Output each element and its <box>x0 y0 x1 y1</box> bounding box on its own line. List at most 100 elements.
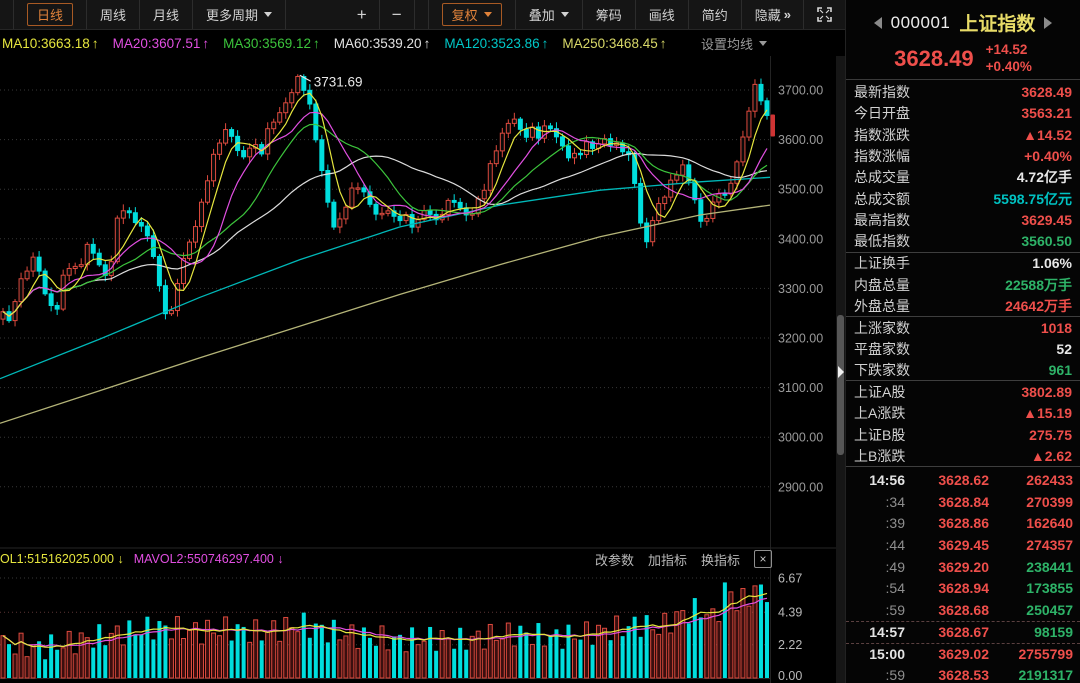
chart-control-button[interactable]: 画线 <box>636 0 689 29</box>
tick-price: 3628.62 <box>938 471 989 488</box>
svg-text:3600.00: 3600.00 <box>778 133 823 147</box>
stat-label: 上A涨跌 <box>854 405 906 422</box>
tick-row: :59 3628.68 250457 <box>846 599 1080 621</box>
tick-volume: 162640 <box>1026 515 1073 532</box>
stat-label: 总成交量 <box>854 169 910 186</box>
change-value: +14.52 <box>985 42 1028 57</box>
tick-price: 3629.02 <box>938 645 989 662</box>
next-symbol-icon[interactable] <box>1044 16 1053 29</box>
tick-time: 14:57 <box>869 624 905 641</box>
close-indicator-button[interactable]: × <box>754 550 772 568</box>
stat-value: ▲15.19 <box>1023 405 1072 422</box>
quote-stat-row: 最新指数 3628.49 <box>846 81 1080 102</box>
quote-stat-row: 最高指数 3629.45 <box>846 210 1080 231</box>
tick-volume: 274357 <box>1026 536 1073 553</box>
quote-stat-row: 上A涨跌 ▲15.19 <box>846 403 1080 424</box>
tick-price: 3629.20 <box>938 558 989 575</box>
prev-symbol-icon[interactable] <box>873 16 882 29</box>
ma-value: MA60:3539.20 ↑ <box>333 35 431 51</box>
ma-value: MA120:3523.86 ↑ <box>444 35 549 51</box>
stat-label: 内盘总量 <box>854 276 910 293</box>
symbol-code: 000001 <box>890 12 951 32</box>
ma-value: MA250:3468.45 ↑ <box>562 35 667 51</box>
tick-row: :54 3628.94 173855 <box>846 577 1080 599</box>
svg-text:3700.00: 3700.00 <box>778 84 823 98</box>
fullscreen-button[interactable] <box>804 0 845 29</box>
period-tab[interactable]: 更多周期 <box>193 0 287 29</box>
stat-label: 上证B股 <box>854 426 906 443</box>
tick-row: 15:00 3629.02 2755799 <box>846 642 1080 665</box>
stat-label: 最高指数 <box>854 212 910 229</box>
quote-stat-row: 外盘总量 24642万手 <box>846 295 1080 317</box>
svg-text:3500.00: 3500.00 <box>778 183 823 197</box>
stat-value: 1018 <box>1040 319 1072 336</box>
svg-text:2.22: 2.22 <box>778 638 802 652</box>
tick-list[interactable]: 14:56 3628.62 262433 :34 3628.84 270399 … <box>846 469 1080 683</box>
stat-value: 3802.89 <box>1021 383 1072 400</box>
quote-stats: 最新指数 3628.49 今日开盘 3563.21 指数涨跌 ▲14.52 指数… <box>846 81 1080 467</box>
chart-control-button[interactable]: 复权 <box>427 0 516 29</box>
stat-value: 3628.49 <box>1021 83 1072 100</box>
svg-text:3200.00: 3200.00 <box>778 332 823 346</box>
period-tab[interactable]: 日线 <box>13 0 88 29</box>
stat-value: 4.72亿手 <box>1016 169 1072 186</box>
tick-price: 3628.94 <box>938 580 989 597</box>
collapse-arrow-icon[interactable] <box>838 366 844 378</box>
period-tab[interactable]: 月线 <box>140 0 194 29</box>
quote-stat-row: 上证A股 3802.89 <box>846 381 1080 402</box>
tick-row: 14:56 3628.62 262433 <box>846 469 1080 491</box>
stat-value: 3560.50 <box>1021 233 1072 250</box>
tick-time: 14:56 <box>869 471 905 488</box>
stat-label: 今日开盘 <box>854 105 910 122</box>
tick-time: :54 <box>885 580 905 597</box>
edit-params-button[interactable]: 改参数 <box>594 552 634 568</box>
tick-volume: 238441 <box>1026 558 1073 575</box>
tick-price: 3628.84 <box>938 493 989 510</box>
tick-volume: 2191317 <box>1018 667 1073 683</box>
stat-label: 下跌家数 <box>854 361 910 378</box>
zoom-out-button[interactable]: − <box>380 0 415 29</box>
chart-control-button[interactable]: 简约 <box>689 0 742 29</box>
stat-value: +0.40% <box>1024 148 1072 165</box>
svg-text:3300.00: 3300.00 <box>778 282 823 296</box>
ma-settings-button[interactable]: 设置均线 <box>701 34 767 53</box>
quote-header: 000001 上证指数 3628.49 +14.52 +0.40% <box>846 0 1080 80</box>
switch-indicator-button[interactable]: 换指标 <box>700 552 740 568</box>
svg-text:3100.00: 3100.00 <box>778 381 823 395</box>
tick-time: :44 <box>885 536 905 553</box>
tick-volume: 98159 <box>1034 624 1073 641</box>
last-price: 3628.49 <box>894 45 974 71</box>
price-change: +14.52 +0.40% <box>986 42 1032 76</box>
quote-stat-row: 上B涨跌 ▲2.62 <box>846 445 1080 467</box>
tick-row: :44 3629.45 274357 <box>846 534 1080 556</box>
volume-pane-header: OL1:515162025.000 ↓ MAVOL2:550746297.400… <box>0 546 845 572</box>
stat-label: 指数涨幅 <box>854 148 910 165</box>
quote-stat-row: 上涨家数 1018 <box>846 317 1080 338</box>
chart-control-button[interactable]: 筹码 <box>583 0 636 29</box>
chart-control-button[interactable]: 叠加 <box>516 0 583 29</box>
panel-splitter[interactable] <box>836 56 845 683</box>
tick-volume: 250457 <box>1026 601 1073 618</box>
price-row: 3628.49 +14.52 +0.40% <box>846 42 1080 76</box>
stat-value: 3563.21 <box>1021 105 1072 122</box>
tick-row: :34 3628.84 270399 <box>846 491 1080 513</box>
period-tab[interactable]: 周线 <box>87 0 141 29</box>
zoom-in-button[interactable]: + <box>345 0 380 29</box>
candlestick-chart[interactable]: 3700.00 3600.00 3500.00 3400.00 3300.00 3200.… <box>0 56 845 683</box>
symbol-name: 上证指数 <box>959 14 1036 35</box>
tick-row: :49 3629.20 238441 <box>846 556 1080 578</box>
tick-volume: 173855 <box>1026 580 1073 597</box>
add-indicator-button[interactable]: 加指标 <box>647 552 687 568</box>
chart-control-button[interactable]: 隐藏» <box>742 0 804 29</box>
tick-price: 3628.68 <box>938 601 989 618</box>
stat-label: 上证A股 <box>854 383 906 400</box>
stat-value: 961 <box>1048 361 1072 378</box>
svg-text:3400.00: 3400.00 <box>778 232 823 246</box>
tick-time: :59 <box>885 667 905 683</box>
svg-text:3731.69: 3731.69 <box>314 74 363 89</box>
splitter-thumb[interactable] <box>837 315 844 455</box>
tick-price: 3629.45 <box>938 536 989 553</box>
quote-panel: 000001 上证指数 3628.49 +14.52 +0.40% 最新指数 3… <box>845 0 1080 683</box>
tick-price: 3628.86 <box>938 515 989 532</box>
svg-text:6.67: 6.67 <box>778 572 802 586</box>
